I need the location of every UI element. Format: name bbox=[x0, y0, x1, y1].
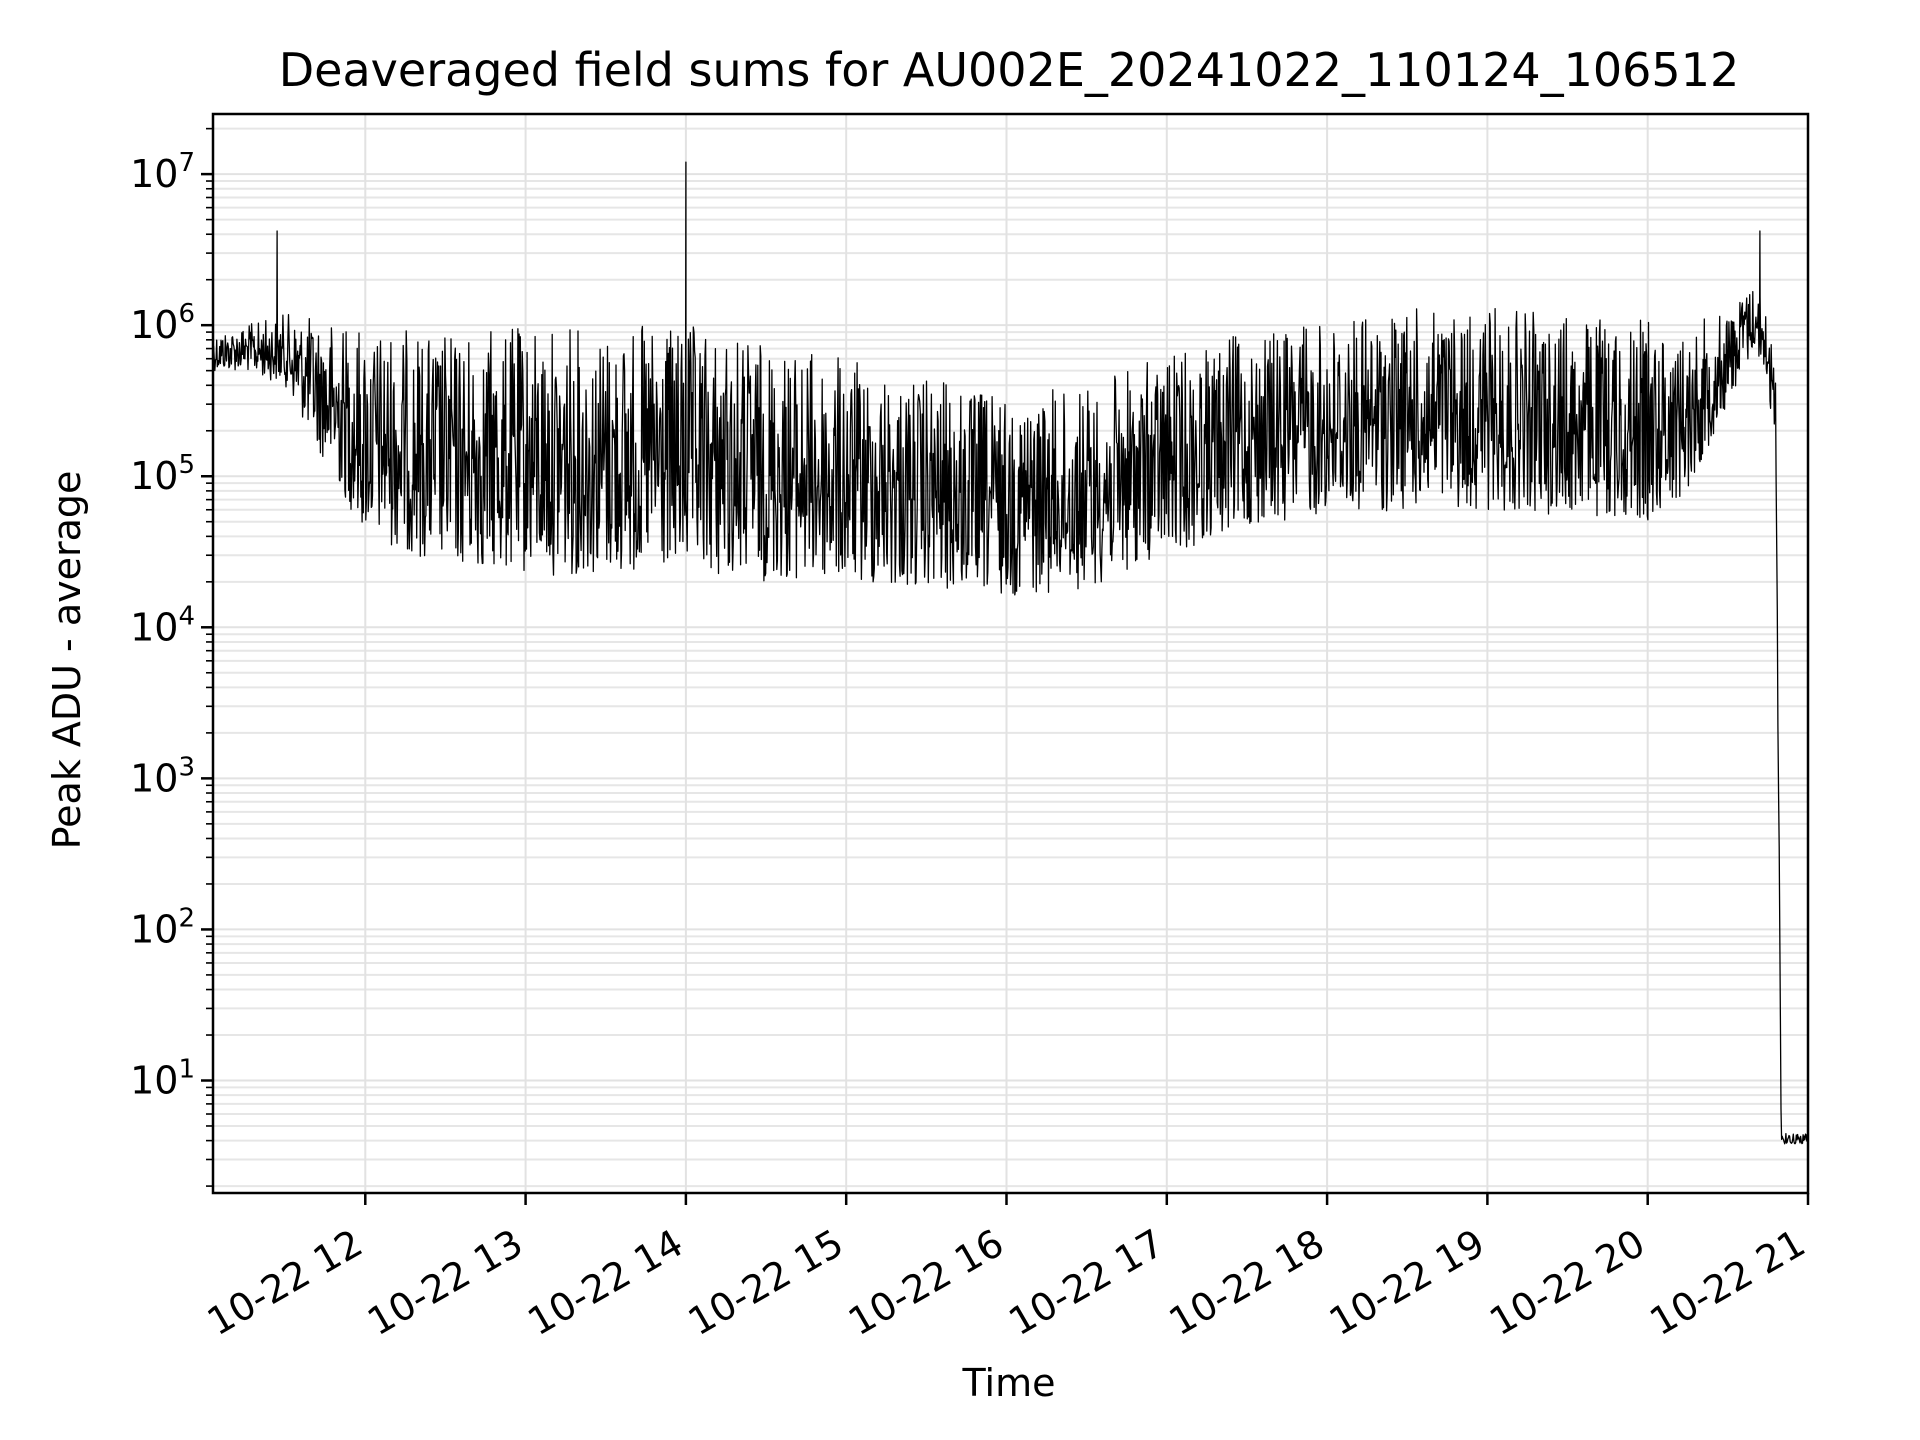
x-tick-label: 10-22 13 bbox=[360, 1221, 530, 1345]
x-tick-label: 10-22 21 bbox=[1643, 1221, 1813, 1345]
series-line bbox=[212, 161, 1809, 1145]
y-tick-label: 106 bbox=[130, 299, 195, 347]
x-axis-label: Time bbox=[962, 1361, 1056, 1405]
y-tick-label: 107 bbox=[130, 148, 195, 196]
x-tick-label: 10-22 19 bbox=[1322, 1221, 1492, 1345]
y-tick-label: 103 bbox=[130, 752, 195, 800]
x-tick-label: 10-22 18 bbox=[1162, 1221, 1332, 1345]
x-tick-label: 10-22 14 bbox=[520, 1221, 690, 1345]
chart-title: Deaveraged field sums for AU002E_2024102… bbox=[279, 43, 1739, 97]
y-tick-label: 104 bbox=[130, 601, 195, 649]
y-axis-label: Peak ADU - average bbox=[45, 471, 89, 850]
y-tick-label: 102 bbox=[130, 903, 195, 951]
x-tick-label: 10-22 16 bbox=[841, 1221, 1011, 1345]
grid bbox=[213, 114, 1809, 1193]
x-tick-label: 10-22 15 bbox=[681, 1221, 851, 1345]
series-layer bbox=[212, 161, 1809, 1145]
x-tick-label: 10-22 20 bbox=[1482, 1221, 1652, 1345]
x-tick-label: 10-22 12 bbox=[200, 1221, 370, 1345]
y-tick-label: 101 bbox=[130, 1054, 195, 1102]
x-tick-label: 10-22 17 bbox=[1001, 1221, 1171, 1345]
y-tick-label: 105 bbox=[130, 450, 195, 498]
plot-frame bbox=[211, 112, 1810, 1195]
